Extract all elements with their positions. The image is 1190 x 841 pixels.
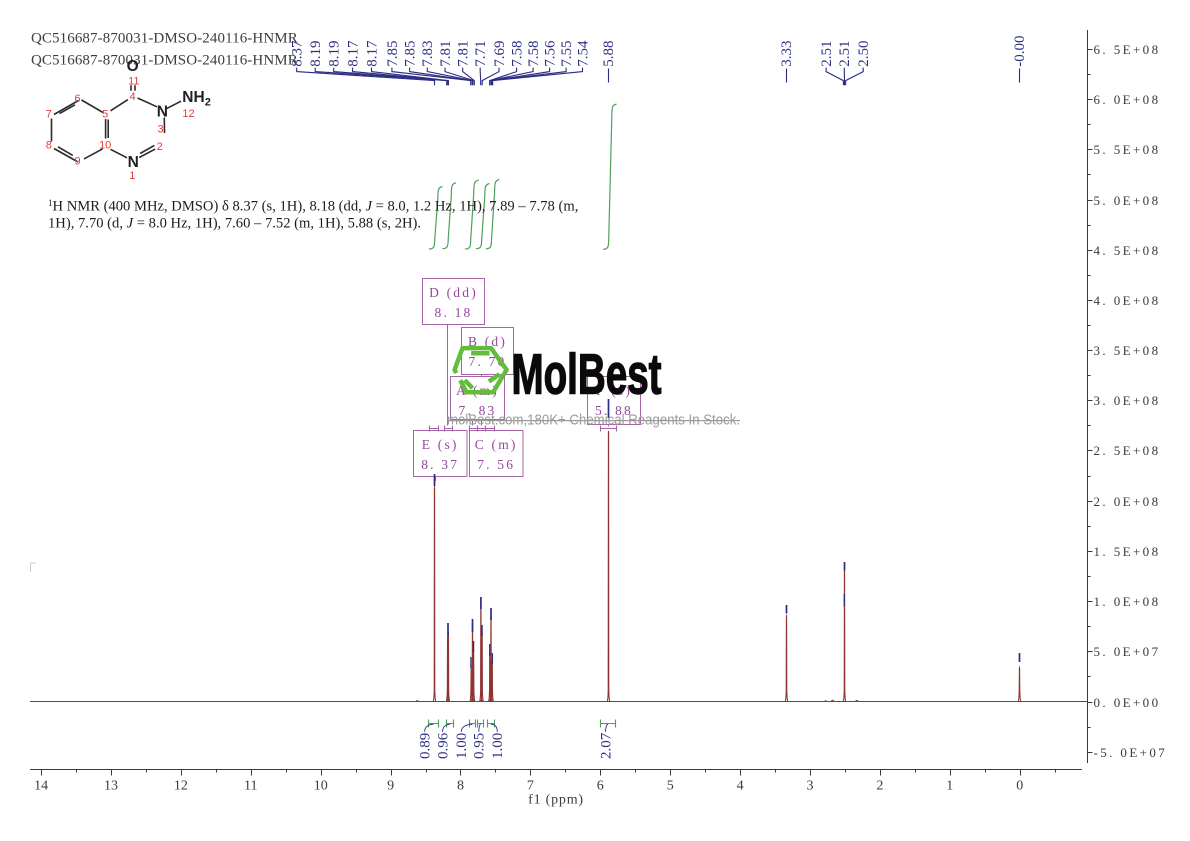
svg-text:5: 5 <box>667 779 674 794</box>
svg-text:B (d): B (d) <box>468 334 507 349</box>
svg-text:1.00: 1.00 <box>490 733 506 759</box>
svg-text:4. 0E+08: 4. 0E+08 <box>1094 293 1161 308</box>
svg-text:9: 9 <box>74 155 80 167</box>
svg-text:5. 0E+08: 5. 0E+08 <box>1094 193 1161 208</box>
svg-text:7. 83: 7. 83 <box>459 403 497 418</box>
svg-text:10: 10 <box>314 779 328 794</box>
svg-text:7: 7 <box>527 779 534 794</box>
svg-text:QC516687-870031-DMSO-240116-HN: QC516687-870031-DMSO-240116-HNMR <box>31 31 298 47</box>
svg-text:7.55: 7.55 <box>559 40 575 66</box>
svg-text:7.69: 7.69 <box>492 40 508 66</box>
svg-text:D (dd): D (dd) <box>429 285 478 300</box>
svg-text:10: 10 <box>99 140 111 152</box>
svg-text:8: 8 <box>457 779 464 794</box>
svg-text:1. 0E+08: 1. 0E+08 <box>1094 594 1161 609</box>
svg-text:7.71: 7.71 <box>473 40 489 66</box>
svg-text:7.58: 7.58 <box>510 40 526 66</box>
svg-text:6: 6 <box>597 779 604 794</box>
svg-text:7: 7 <box>46 108 52 120</box>
svg-text:0. 0E+00: 0. 0E+00 <box>1094 695 1161 710</box>
svg-text:7.58: 7.58 <box>526 40 542 66</box>
svg-text:3. 5E+08: 3. 5E+08 <box>1094 343 1161 358</box>
svg-text:F (s): F (s) <box>596 383 632 398</box>
svg-text:6. 0E+08: 6. 0E+08 <box>1094 92 1161 107</box>
svg-text:11: 11 <box>128 75 139 87</box>
svg-text:13: 13 <box>104 779 118 794</box>
svg-text:7.81: 7.81 <box>456 40 472 66</box>
svg-text:3. 0E+08: 3. 0E+08 <box>1094 393 1161 408</box>
svg-text:5. 5E+08: 5. 5E+08 <box>1094 142 1161 157</box>
svg-text:11: 11 <box>244 779 257 794</box>
svg-text:1H), 7.70 (d, J = 8.0 Hz, 1H),: 1H), 7.70 (d, J = 8.0 Hz, 1H), 7.60 – 7.… <box>48 216 421 232</box>
svg-text:9: 9 <box>387 779 394 794</box>
svg-text:2. 0E+08: 2. 0E+08 <box>1094 494 1161 509</box>
svg-text:8.19: 8.19 <box>308 40 324 66</box>
svg-text:2.51: 2.51 <box>819 40 835 66</box>
svg-text:2: 2 <box>876 779 883 794</box>
svg-text:7.54: 7.54 <box>575 40 591 67</box>
svg-text:N: N <box>128 154 139 171</box>
svg-text:5.88: 5.88 <box>601 40 617 66</box>
svg-text:0.89: 0.89 <box>418 733 434 759</box>
svg-text:O: O <box>127 58 139 75</box>
svg-text:12: 12 <box>174 779 188 794</box>
svg-text:5. 88: 5. 88 <box>595 403 633 418</box>
svg-text:2.50: 2.50 <box>856 40 872 66</box>
svg-text:5: 5 <box>102 108 108 120</box>
svg-text:8.19: 8.19 <box>327 40 343 66</box>
svg-text:8.17: 8.17 <box>346 40 362 67</box>
svg-text:1: 1 <box>129 170 135 182</box>
svg-text:1. 5E+08: 1. 5E+08 <box>1094 544 1161 559</box>
svg-text:14: 14 <box>34 779 48 794</box>
svg-text:7. 56: 7. 56 <box>477 457 515 472</box>
svg-text:f1 (ppm): f1 (ppm) <box>528 793 584 808</box>
svg-text:NH2: NH2 <box>182 89 211 109</box>
svg-text:4: 4 <box>737 779 744 794</box>
svg-text:4: 4 <box>129 91 135 103</box>
svg-text:3.33: 3.33 <box>779 40 795 66</box>
svg-text:0.96: 0.96 <box>435 732 451 759</box>
svg-text:7.83: 7.83 <box>420 40 436 66</box>
svg-text:1: 1 <box>946 779 953 794</box>
svg-text:8. 37: 8. 37 <box>421 457 459 472</box>
svg-text:-0.00: -0.00 <box>1012 35 1028 66</box>
svg-text:-5. 0E+07: -5. 0E+07 <box>1094 745 1168 760</box>
svg-text:E (s): E (s) <box>422 437 459 452</box>
svg-text:8.37: 8.37 <box>290 40 306 67</box>
svg-text:6. 5E+08: 6. 5E+08 <box>1094 42 1161 57</box>
svg-text:2.07: 2.07 <box>598 732 614 759</box>
svg-text:2. 5E+08: 2. 5E+08 <box>1094 443 1161 458</box>
svg-text:6: 6 <box>74 93 80 105</box>
svg-text:7.85: 7.85 <box>385 40 401 66</box>
svg-text:1H NMR (400 MHz, DMSO) δ 8.37: 1H NMR (400 MHz, DMSO) δ 8.37 (s, 1H), 8… <box>48 198 578 215</box>
svg-text:MolBest: MolBest <box>512 343 662 407</box>
svg-text:8: 8 <box>46 140 52 152</box>
svg-text:12: 12 <box>182 108 194 120</box>
svg-text:N: N <box>157 103 168 120</box>
svg-text:8.17: 8.17 <box>364 40 380 67</box>
svg-text:7.85: 7.85 <box>403 40 419 66</box>
svg-text:C (m): C (m) <box>475 437 518 452</box>
svg-text:3: 3 <box>157 124 163 136</box>
svg-text:8. 18: 8. 18 <box>435 305 473 320</box>
svg-text:QC516687-870031-DMSO-240116-HN: QC516687-870031-DMSO-240116-HNMR <box>31 53 298 69</box>
svg-text:5. 0E+07: 5. 0E+07 <box>1094 644 1161 659</box>
svg-text:1.00: 1.00 <box>454 733 470 759</box>
svg-text:2: 2 <box>157 141 163 153</box>
svg-text:0: 0 <box>1016 779 1023 794</box>
svg-text:0.95: 0.95 <box>472 733 488 759</box>
svg-text:7.56: 7.56 <box>543 40 559 67</box>
svg-text:7.81: 7.81 <box>438 40 454 66</box>
svg-text:2.51: 2.51 <box>837 40 853 66</box>
svg-text:4. 5E+08: 4. 5E+08 <box>1094 243 1161 258</box>
svg-text:3: 3 <box>807 779 814 794</box>
